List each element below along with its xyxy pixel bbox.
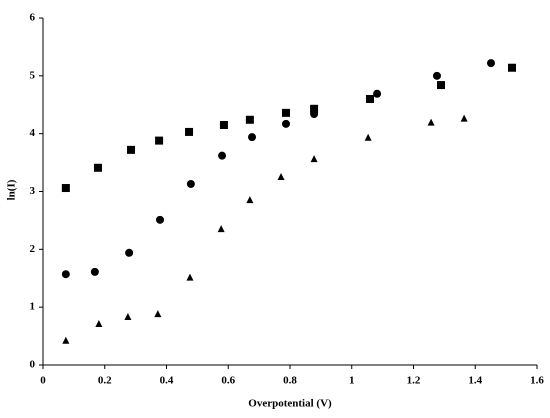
- square-marker: [126, 145, 135, 154]
- y-tick-label: 6: [30, 12, 36, 24]
- square-marker: [507, 63, 516, 72]
- square-marker: [281, 108, 290, 117]
- circle-marker: [90, 267, 99, 276]
- x-tick-label: 1.6: [530, 375, 544, 387]
- circle-marker: [248, 133, 257, 142]
- circle-marker: [186, 179, 195, 188]
- triangle-marker: [154, 310, 162, 318]
- x-tick-label: 1.4: [468, 375, 482, 387]
- triangle-marker: [95, 319, 103, 327]
- circle-marker: [125, 248, 134, 257]
- circle-marker: [281, 119, 290, 128]
- square-marker: [310, 104, 319, 113]
- y-tick-label: 4: [30, 127, 36, 139]
- triangle-marker: [186, 273, 194, 281]
- circle-marker: [61, 270, 70, 279]
- x-tick-label: 1: [349, 375, 355, 387]
- triangle-marker: [62, 336, 70, 344]
- square-marker: [93, 163, 102, 172]
- circle-marker: [310, 110, 319, 119]
- triangle-marker: [427, 118, 435, 126]
- circle-marker: [373, 89, 382, 98]
- y-tick-label: 0: [30, 359, 36, 371]
- x-tick-label: 0: [40, 375, 46, 387]
- triangle-marker: [246, 196, 254, 204]
- x-tick-label: 0.4: [160, 375, 174, 387]
- circle-marker: [432, 71, 441, 80]
- triangle-marker: [364, 133, 372, 141]
- circle-marker: [486, 59, 495, 68]
- triangle-marker: [217, 225, 225, 233]
- square-marker: [61, 184, 70, 193]
- square-marker: [155, 136, 164, 145]
- x-axis-title: Overpotential (V): [248, 398, 332, 410]
- square-marker: [185, 127, 194, 136]
- x-tick-label: 0.8: [283, 375, 297, 387]
- triangle-marker: [310, 155, 318, 163]
- y-tick-label: 3: [30, 185, 36, 197]
- y-tick-label: 1: [30, 301, 36, 313]
- y-axis-title: ln(I): [6, 179, 18, 200]
- x-tick-label: 0.2: [98, 375, 112, 387]
- x-tick-label: 1.2: [407, 375, 421, 387]
- triangle-marker: [277, 173, 285, 181]
- square-marker: [436, 81, 445, 90]
- triangle-marker: [124, 312, 132, 320]
- square-marker: [245, 115, 254, 124]
- circle-marker: [156, 215, 165, 224]
- x-tick-label: 0.6: [221, 375, 235, 387]
- y-tick-label: 2: [30, 243, 36, 255]
- square-marker: [219, 120, 228, 129]
- circle-marker: [218, 151, 227, 160]
- triangle-marker: [460, 114, 468, 122]
- y-tick-label: 5: [30, 69, 36, 81]
- square-marker: [365, 94, 374, 103]
